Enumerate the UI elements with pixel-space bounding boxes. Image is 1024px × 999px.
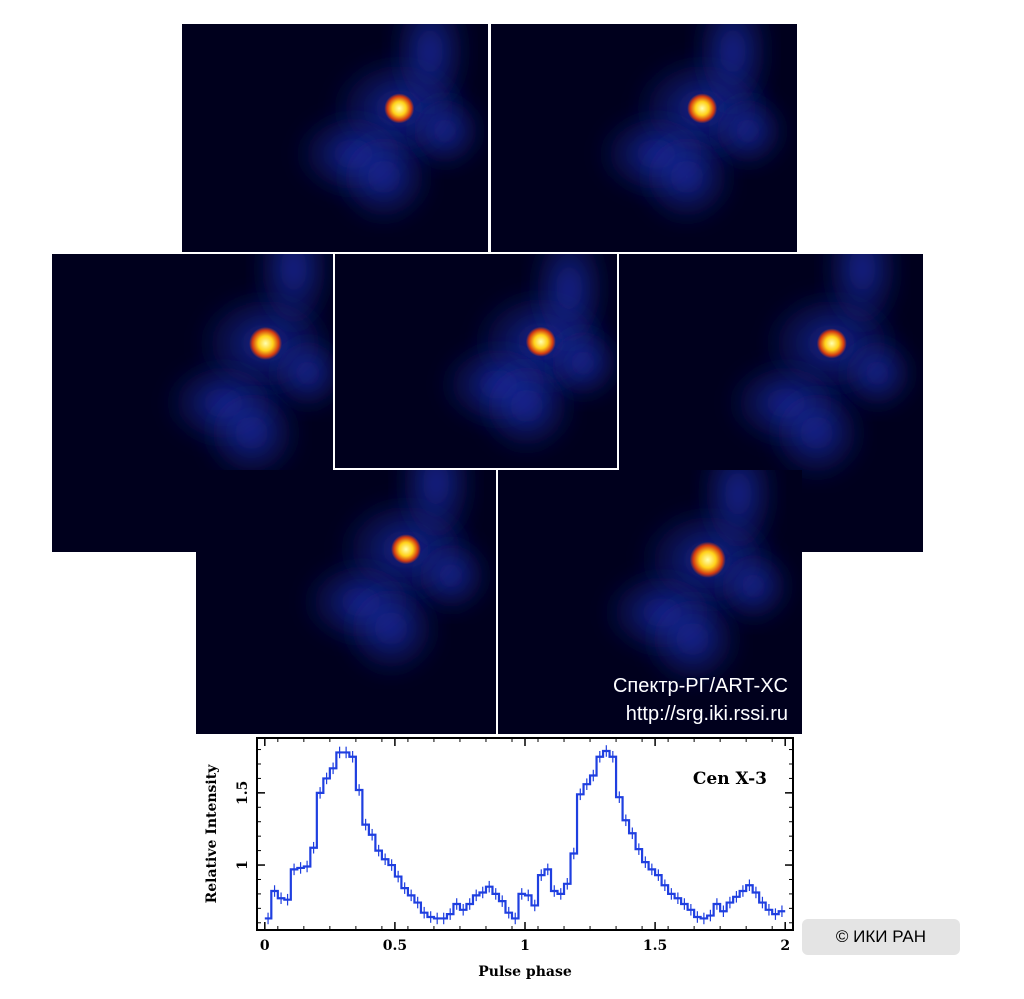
diffuse-glow bbox=[713, 546, 794, 627]
diffuse-glow bbox=[396, 470, 476, 554]
diffuse-glow bbox=[642, 588, 743, 689]
diffuse-glow bbox=[341, 578, 441, 679]
x-tick-label: 0 bbox=[260, 938, 270, 954]
phase-image-7: Спектр-РГ/ART-XC http://srg.iki.rssi.ru bbox=[498, 470, 802, 734]
diffuse-glow bbox=[837, 333, 918, 414]
chart-title: Cen X-3 bbox=[693, 769, 767, 789]
y-tick-label: 1.5 bbox=[235, 781, 251, 805]
x-axis-label: Pulse phase bbox=[478, 964, 572, 980]
chart-svg: 0 0.5 1 1.5 2 1 1.5 Cen X-3 Pulse phase Relati… bbox=[204, 737, 794, 980]
diffuse-glow bbox=[822, 254, 903, 339]
diffuse-glow bbox=[543, 323, 617, 404]
pulsar-source bbox=[687, 93, 718, 124]
plot-frame bbox=[256, 737, 794, 931]
diffuse-glow bbox=[636, 126, 737, 227]
credit-mission: Спектр-РГ/ART-XC bbox=[612, 675, 788, 697]
diffuse-glow bbox=[405, 91, 486, 172]
diffuse-glow bbox=[267, 333, 333, 414]
diffuse-glow bbox=[698, 470, 779, 564]
pulsar-source bbox=[816, 328, 847, 359]
diffuse-glow bbox=[411, 535, 491, 616]
phase-image-2 bbox=[491, 24, 797, 252]
copyright-badge: © ИКИ РАН bbox=[802, 919, 960, 955]
credit-url: http://srg.iki.rssi.ru bbox=[625, 703, 788, 725]
x-tick-label: 1 bbox=[520, 938, 530, 954]
diffuse-glow bbox=[201, 382, 302, 483]
diffuse-glow bbox=[766, 382, 867, 483]
phase-image-6 bbox=[196, 470, 496, 734]
x-tick-label: 0.5 bbox=[383, 938, 407, 954]
pulsar-source bbox=[384, 93, 415, 124]
y-axis-label: Relative Intensity bbox=[204, 764, 220, 904]
phase-image-4 bbox=[335, 254, 617, 468]
pulse-profile-chart: 0 0.5 1 1.5 2 1 1.5 Cen X-3 Pulse phase Relati… bbox=[192, 732, 808, 994]
y-tick-label: 1 bbox=[235, 860, 251, 870]
x-tick-label: 2 bbox=[780, 938, 790, 954]
diffuse-glow bbox=[708, 91, 789, 172]
diffuse-glow bbox=[333, 126, 434, 227]
pulsar-source bbox=[689, 541, 726, 578]
pulsar-source bbox=[525, 326, 556, 357]
diffuse-glow bbox=[253, 254, 333, 339]
pulsar-source bbox=[391, 534, 421, 565]
phase-image-1 bbox=[182, 24, 488, 252]
pulsar-source bbox=[249, 326, 283, 360]
x-tick-label: 1.5 bbox=[643, 938, 667, 954]
